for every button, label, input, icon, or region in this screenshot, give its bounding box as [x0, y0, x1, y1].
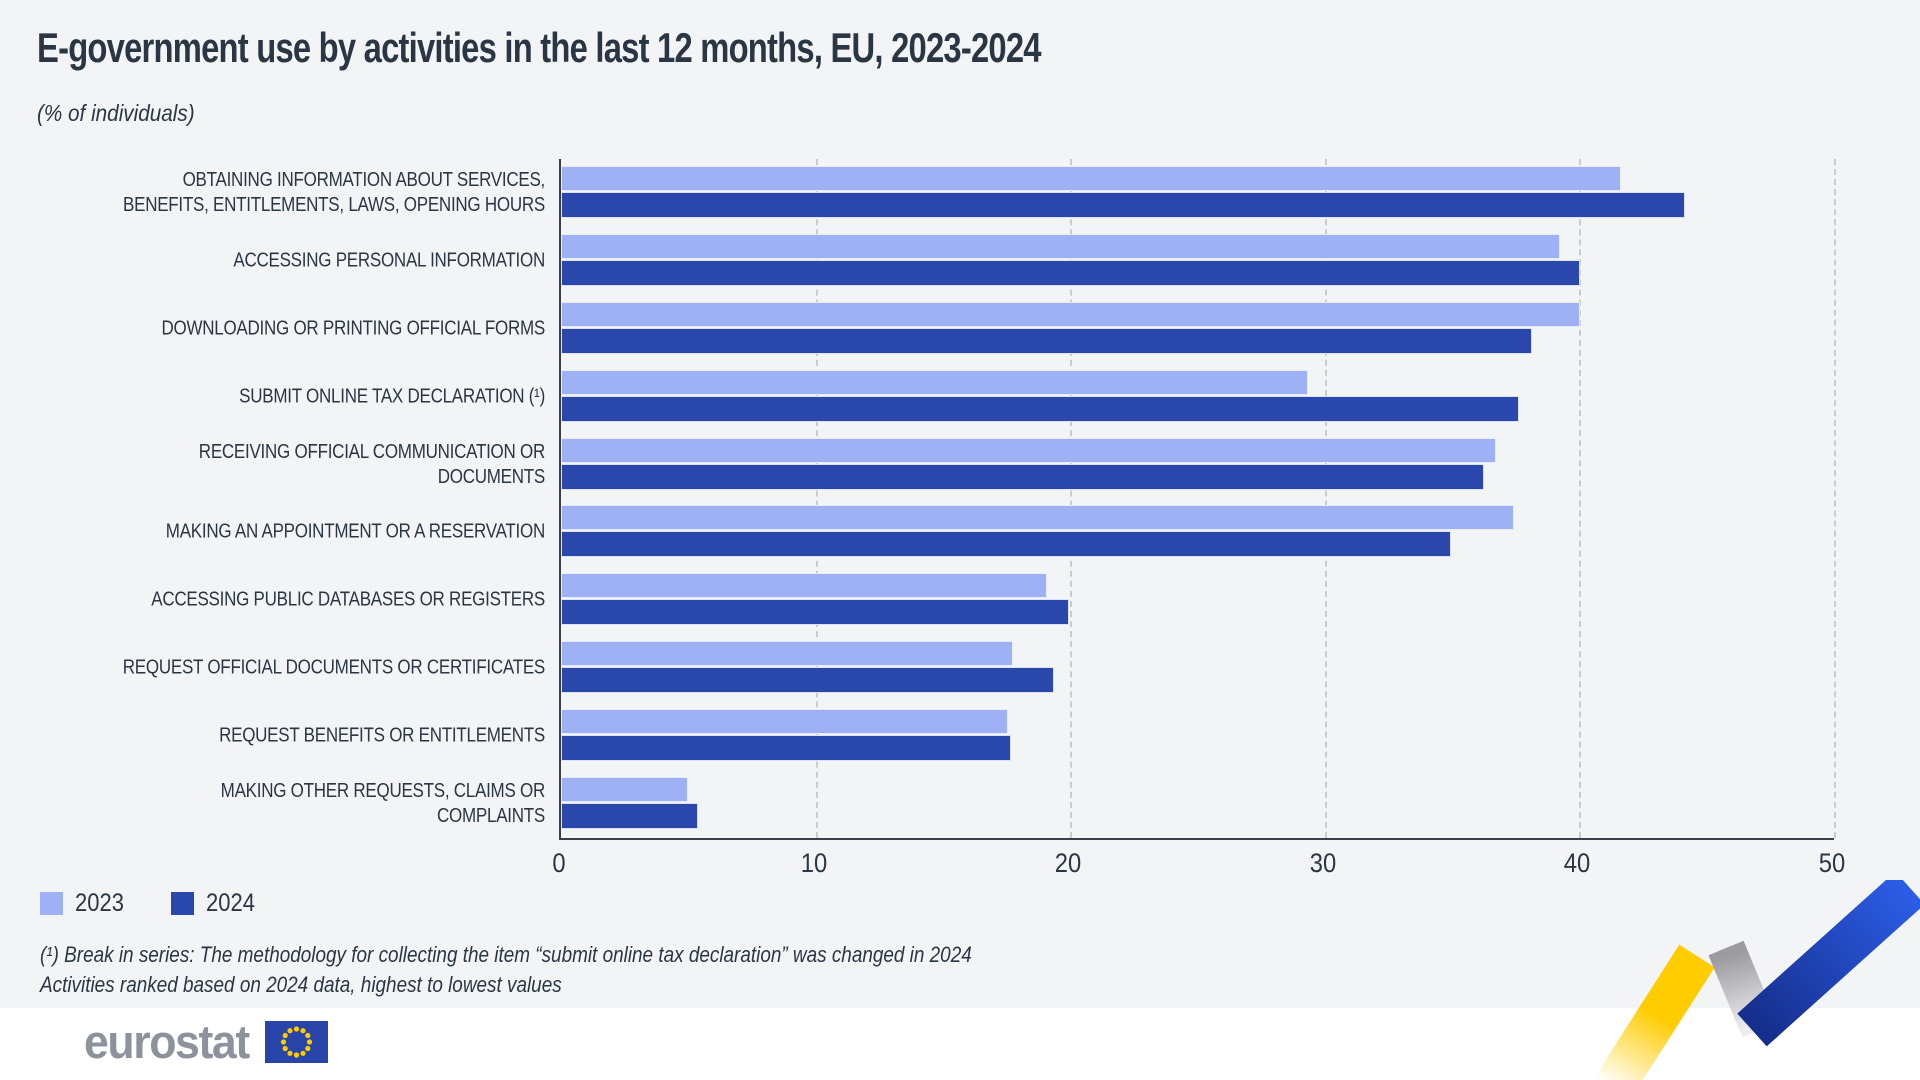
- x-tick-label: 10: [800, 848, 827, 878]
- table-row: OBTAINING INFORMATION ABOUT SERVICES, BE…: [0, 159, 1920, 227]
- bar-2023: [561, 369, 1309, 395]
- bar-2023: [561, 233, 1560, 259]
- x-axis-ticks: 0 10 20 30 40 50: [552, 848, 1845, 882]
- bar-2023: [561, 166, 1621, 191]
- gridline: [1579, 159, 1582, 838]
- table-row: REQUEST BENEFITS OR ENTITLEMENTS: [0, 702, 1920, 770]
- chart-subtitle: (% of individuals): [37, 100, 195, 126]
- footnotes: (¹) Break in series: The methodology for…: [40, 940, 1123, 1000]
- gridline: [1070, 159, 1073, 838]
- legend-item-2024: 2024: [170, 889, 262, 918]
- bar-2023: [561, 437, 1497, 463]
- legend: 2023 2024: [40, 889, 261, 918]
- bar-pair: [561, 777, 1832, 830]
- table-row: RECEIVING OFFICIAL COMMUNICATION OR DOCU…: [0, 431, 1920, 499]
- bar-2024: [561, 599, 1070, 626]
- bar-2024: [561, 531, 1451, 558]
- bar-2024: [561, 327, 1533, 354]
- eurostat-logo: eurostat: [84, 1014, 329, 1069]
- table-row: SUBMIT ONLINE TAX DECLARATION (¹): [0, 363, 1920, 431]
- bar-pair: [561, 301, 1832, 354]
- x-tick-label: 30: [1309, 848, 1337, 878]
- bar-rows: OBTAINING INFORMATION ABOUT SERVICES, BE…: [0, 159, 1920, 838]
- category-label: REQUEST BENEFITS OR ENTITLEMENTS: [219, 724, 545, 747]
- chart-title: E-government use by activities in the la…: [37, 24, 1042, 71]
- table-row: ACCESSING PUBLIC DATABASES OR REGISTERS: [0, 566, 1920, 634]
- bar-2023: [561, 573, 1047, 599]
- bar-pair: [561, 709, 1832, 762]
- bar-2023: [561, 505, 1515, 531]
- category-label: REQUEST OFFICIAL DOCUMENTS OR CERTIFICAT…: [122, 656, 545, 679]
- table-row: MAKING AN APPOINTMENT OR A RESERVATION: [0, 498, 1920, 566]
- bar-2024: [561, 463, 1484, 490]
- footnote-ranking: Activities ranked based on 2024 data, hi…: [40, 972, 562, 997]
- bar-2023: [561, 301, 1581, 327]
- category-label: ACCESSING PERSONAL INFORMATION: [233, 249, 546, 272]
- footnote-break-in-series: (¹) Break in series: The methodology for…: [40, 942, 972, 967]
- table-row: REQUEST OFFICIAL DOCUMENTS OR CERTIFICAT…: [0, 634, 1920, 702]
- category-label: RECEIVING OFFICIAL COMMUNICATION OR DOCU…: [198, 440, 545, 488]
- bar-pair: [561, 233, 1832, 286]
- bar-pair: [561, 369, 1832, 422]
- gridline: [815, 159, 818, 838]
- category-label: MAKING AN APPOINTMENT OR A RESERVATION: [165, 520, 545, 543]
- gridline: [1834, 159, 1836, 838]
- eurostat-wordmark: eurostat: [84, 1015, 250, 1068]
- bar-pair: [561, 505, 1832, 558]
- x-tick-label: 40: [1564, 848, 1591, 878]
- legend-swatch-2023: [40, 892, 63, 915]
- table-row: DOWNLOADING OR PRINTING OFFICIAL FORMS: [0, 295, 1920, 363]
- plot-area: [559, 159, 1836, 840]
- legend-label-2024: 2024: [205, 889, 255, 917]
- x-tick-label: 20: [1054, 848, 1082, 878]
- ribbon-decoration: [1592, 880, 1920, 1080]
- eu-flag-icon: [265, 1020, 329, 1063]
- bar-2024: [561, 259, 1581, 286]
- bar-pair: [561, 573, 1832, 626]
- category-label: ACCESSING PUBLIC DATABASES OR REGISTERS: [151, 588, 545, 611]
- bar-2024: [561, 192, 1685, 218]
- table-row: ACCESSING PERSONAL INFORMATION: [0, 227, 1920, 295]
- bar-2024: [561, 395, 1520, 422]
- category-label: DOWNLOADING OR PRINTING OFFICIAL FORMS: [161, 317, 546, 340]
- category-label: OBTAINING INFORMATION ABOUT SERVICES, BE…: [123, 168, 546, 216]
- table-row: MAKING OTHER REQUESTS, CLAIMS OR COMPLAI…: [0, 770, 1920, 838]
- legend-label-2023: 2023: [75, 889, 124, 917]
- bar-pair: [561, 641, 1832, 694]
- bar-pair: [561, 437, 1832, 490]
- x-tick-label: 50: [1818, 848, 1846, 878]
- bar-2023: [561, 777, 689, 803]
- bar-2024: [561, 735, 1011, 762]
- bar-2023: [561, 641, 1014, 667]
- bar-2023: [561, 709, 1009, 735]
- bar-2024: [561, 667, 1055, 694]
- bar-pair: [561, 166, 1832, 218]
- x-tick-label: 0: [552, 848, 566, 878]
- gridline: [1324, 159, 1327, 838]
- legend-item-2023: 2023: [40, 889, 131, 918]
- legend-swatch-2024: [170, 892, 194, 915]
- bar-2024: [561, 803, 699, 830]
- category-label: MAKING OTHER REQUESTS, CLAIMS OR COMPLAI…: [220, 779, 546, 827]
- category-label: SUBMIT ONLINE TAX DECLARATION (¹): [239, 385, 545, 408]
